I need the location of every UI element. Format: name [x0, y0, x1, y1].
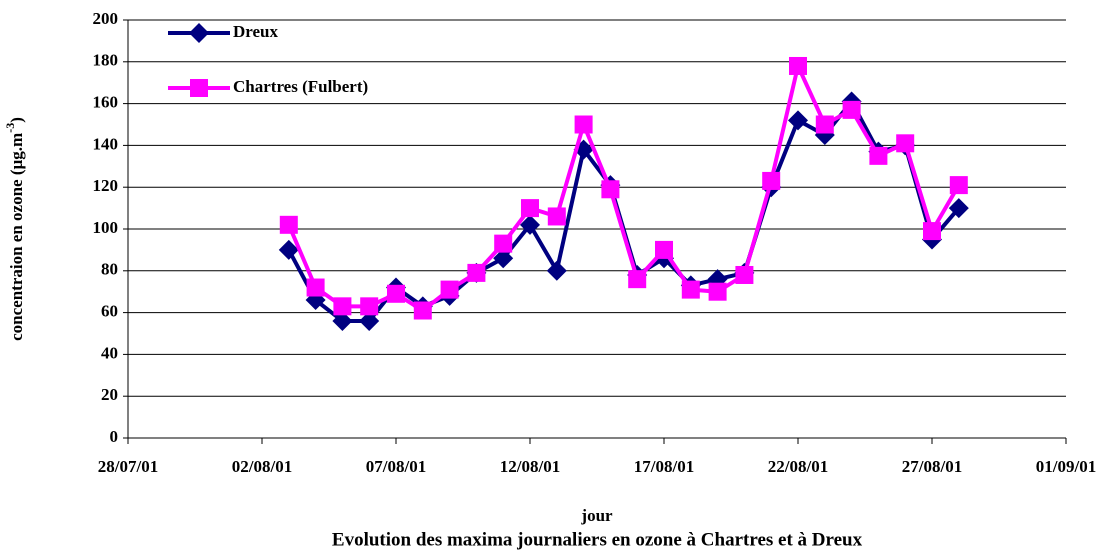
data-point	[815, 115, 834, 134]
data-point	[332, 310, 353, 331]
data-point	[949, 176, 968, 195]
data-point	[440, 280, 459, 299]
y-tick-label: 200	[93, 9, 119, 28]
data-point	[896, 134, 915, 153]
data-point	[413, 301, 432, 320]
y-tick-label: 40	[101, 343, 118, 362]
x-tick-label: 12/08/01	[500, 457, 560, 476]
data-point	[923, 222, 941, 241]
data-point	[306, 278, 325, 297]
data-point	[842, 100, 861, 119]
data-point	[762, 171, 781, 190]
data-point	[467, 263, 486, 282]
x-tick-label: 17/08/01	[634, 457, 694, 476]
x-axis-label: jour	[580, 506, 613, 525]
data-point	[333, 297, 352, 316]
data-point	[387, 284, 405, 303]
data-point	[601, 180, 620, 199]
data-point	[948, 198, 969, 219]
legend-marker	[190, 79, 208, 97]
data-point	[521, 199, 539, 218]
data-point	[360, 297, 379, 316]
data-point	[359, 310, 380, 331]
data-point	[788, 110, 808, 131]
data-point	[278, 239, 299, 260]
y-axis-label-sup: -3	[3, 123, 17, 133]
legend-label: Dreux	[233, 22, 279, 41]
y-tick-label: 160	[93, 93, 119, 112]
y-tick-label: 0	[110, 427, 119, 446]
data-point	[628, 270, 647, 289]
legend-marker	[189, 23, 209, 43]
x-tick-label: 01/09/01	[1036, 457, 1096, 476]
y-tick-label: 20	[101, 385, 118, 404]
y-axis-label: concentraion en ozone (µg.m-3)	[3, 117, 26, 341]
legend-label: Chartres (Fulbert)	[233, 77, 368, 96]
y-tick-label: 180	[93, 51, 119, 70]
x-tick-label: 27/08/01	[902, 457, 962, 476]
data-point	[574, 115, 593, 134]
x-tick-label: 22/08/01	[768, 457, 828, 476]
data-point	[735, 265, 754, 284]
data-point	[546, 260, 567, 281]
data-point	[494, 234, 513, 253]
data-point	[279, 215, 298, 234]
data-point	[869, 146, 888, 165]
data-point	[681, 280, 700, 299]
y-tick-label: 120	[93, 176, 119, 195]
data-point	[493, 248, 514, 269]
data-point	[789, 56, 807, 75]
x-tick-label: 07/08/01	[366, 457, 426, 476]
chart-title: Evolution des maxima journaliers en ozon…	[332, 529, 863, 550]
y-axis-label-text: concentraion en ozone (µg.m	[7, 133, 26, 341]
y-tick-label: 80	[101, 260, 118, 279]
y-tick-label: 60	[101, 302, 118, 321]
data-point	[655, 240, 673, 259]
data-point	[708, 282, 727, 301]
x-tick-label: 02/08/01	[232, 457, 292, 476]
y-tick-label: 100	[93, 218, 119, 237]
data-point	[520, 214, 540, 235]
y-axis-label-end: )	[7, 117, 26, 123]
y-tick-label: 140	[93, 134, 119, 153]
data-point	[547, 207, 566, 226]
x-tick-label: 28/07/01	[98, 457, 158, 476]
